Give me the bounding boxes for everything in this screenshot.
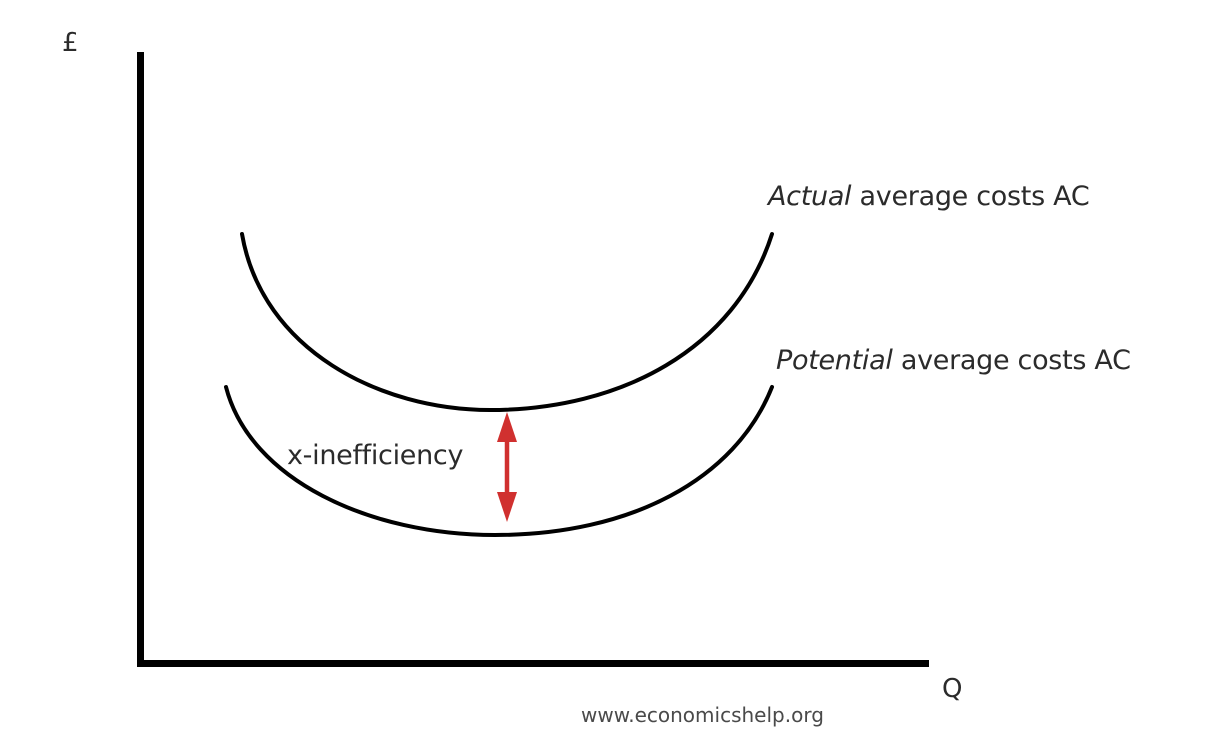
actual-ac-label-italic: Actual xyxy=(768,181,852,212)
x-inefficiency-arrow xyxy=(497,412,517,522)
actual-ac-label: Actual average costs AC xyxy=(768,181,1090,212)
potential-ac-curve xyxy=(224,385,774,538)
x-axis-label: Q xyxy=(942,674,963,704)
potential-ac-label-italic: Potential xyxy=(776,345,893,376)
potential-ac-label-rest: average costs AC xyxy=(892,345,1131,376)
potential-ac-label: Potential average costs AC xyxy=(776,345,1131,376)
x-inefficiency-label: x-inefficiency xyxy=(287,440,464,471)
actual-ac-curve xyxy=(240,232,774,413)
actual-ac-label-rest: average costs AC xyxy=(851,181,1090,212)
y-axis-label: £ xyxy=(62,28,79,58)
source-credit: www.economicshelp.org xyxy=(581,703,824,727)
